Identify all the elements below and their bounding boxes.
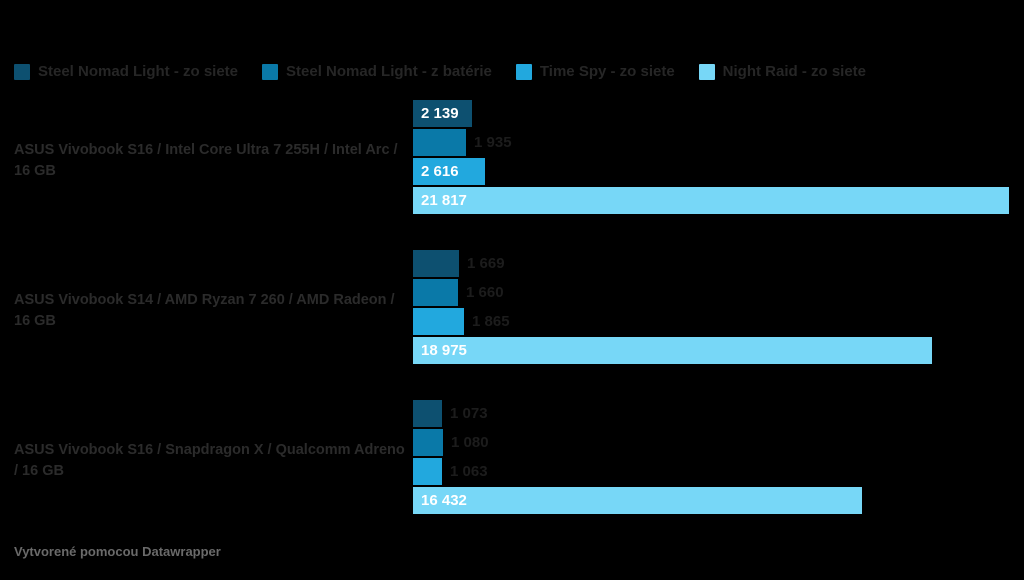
legend-swatch-icon (262, 64, 279, 80)
bar-group-bars: 1 073 1 080 1 063 16 432 (413, 400, 1024, 528)
bar[interactable] (413, 458, 442, 485)
legend-item[interactable]: Steel Nomad Light - zo siete (14, 64, 238, 80)
bar[interactable] (413, 308, 464, 335)
bar-value-label: 1 660 (466, 284, 504, 301)
legend-item-label: Steel Nomad Light - z batérie (286, 63, 492, 80)
bar[interactable] (413, 400, 442, 427)
bar-group-bars: 2 139 1 935 2 616 21 817 (413, 100, 1024, 228)
bar-row: 1 660 (413, 279, 1024, 308)
bar-group-bars: 1 669 1 660 1 865 18 975 (413, 250, 1024, 378)
legend-item[interactable]: Time Spy - zo siete (515, 63, 675, 80)
bar[interactable] (413, 279, 458, 306)
bar-row: 1 073 (413, 400, 1024, 429)
bar-group-label: ASUS Vivobook S14 / AMD Ryzan 7 260 / AM… (14, 292, 395, 329)
bar-group: ASUS Vivobook S16 / Intel Core Ultra 7 2… (0, 100, 1024, 250)
bar-value-label: 21 817 (421, 192, 467, 209)
bar[interactable] (413, 100, 472, 127)
chart-credit: Vytvorené pomocou Datawrapper (14, 544, 221, 559)
legend-swatch-icon (698, 64, 715, 80)
legend-swatch-icon (515, 64, 532, 80)
bar-row: 2 139 (413, 100, 1024, 129)
bar-row: 1 865 (413, 308, 1024, 337)
bar-value-label: 1 865 (472, 313, 510, 330)
bar-row: 2 616 (413, 158, 1024, 187)
bar[interactable] (413, 129, 466, 156)
bar-value-label: 1 073 (450, 405, 488, 422)
bar-value-label: 1 080 (451, 434, 489, 451)
bar-row: 1 063 (413, 458, 1024, 487)
bar[interactable] (413, 429, 443, 456)
bar[interactable] (413, 158, 485, 185)
bar-value-label: 1 063 (450, 463, 488, 480)
bar-value-label: 2 139 (421, 105, 459, 122)
bar-value-label: 1 669 (467, 255, 505, 272)
bar-group-label: ASUS Vivobook S16 / Intel Core Ultra 7 2… (14, 142, 398, 179)
bar-row: 1 669 (413, 250, 1024, 279)
bar-value-label: 16 432 (421, 492, 467, 509)
chart-plot-area: ASUS Vivobook S16 / Intel Core Ultra 7 2… (0, 100, 1024, 550)
legend-item-label: Steel Nomad Light - zo siete (38, 63, 239, 80)
bar-group: ASUS Vivobook S14 / AMD Ryzan 7 260 / AM… (0, 250, 1024, 400)
bar-value-label: 2 616 (421, 163, 459, 180)
bar[interactable] (413, 250, 459, 277)
legend-item-label: Night Raid - zo siete (722, 63, 867, 80)
bar-row: 16 432 (413, 487, 1024, 516)
bar-row: 1 935 (413, 129, 1024, 158)
bar-row: 1 080 (413, 429, 1024, 458)
bar-group-label: ASUS Vivobook S16 / Snapdragon X / Qualc… (14, 442, 405, 479)
bar-value-label: 18 975 (421, 342, 467, 359)
bar-group: ASUS Vivobook S16 / Snapdragon X / Qualc… (0, 400, 1024, 550)
bar-row: 18 975 (413, 337, 1024, 366)
chart-legend: Steel Nomad Light - zo siete Steel Nomad … (14, 64, 866, 80)
bar[interactable] (413, 187, 1009, 214)
legend-item[interactable]: Night Raid - zo siete (698, 63, 867, 80)
bar[interactable] (413, 487, 862, 514)
legend-item-label: Time Spy - zo siete (539, 63, 675, 80)
bar-value-label: 1 935 (474, 134, 512, 151)
bar[interactable] (413, 337, 932, 364)
bar-row: 21 817 (413, 187, 1024, 216)
legend-item[interactable]: Steel Nomad Light - z batérie (262, 64, 492, 80)
legend-swatch-icon (14, 64, 30, 80)
